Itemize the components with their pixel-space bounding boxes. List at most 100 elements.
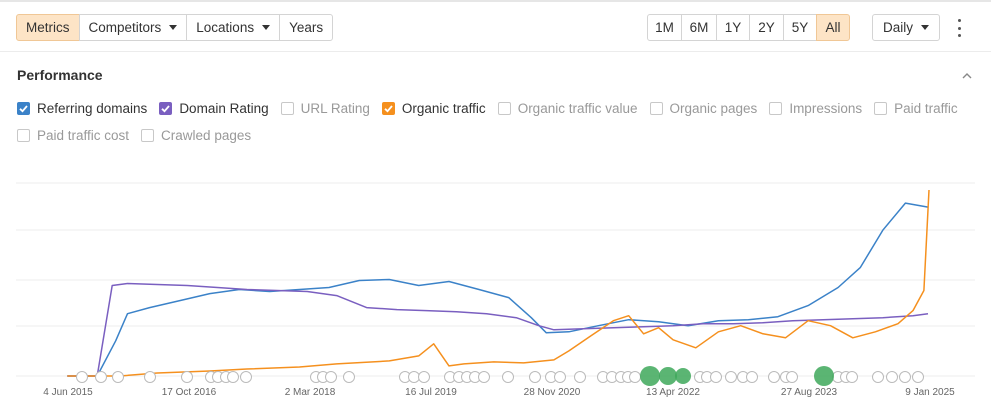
metric-label: Domain Rating: [179, 101, 269, 116]
tab-years[interactable]: Years: [279, 14, 334, 41]
metric-checkbox-impressions[interactable]: Impressions: [769, 101, 862, 116]
granularity-label: Daily: [883, 20, 914, 35]
granularity-dropdown[interactable]: Daily: [872, 14, 941, 41]
section-title: Performance: [17, 67, 103, 83]
series-line-organic-traffic: [67, 189, 930, 377]
x-tick-label: 9 Jan 2025: [905, 387, 955, 398]
chevron-down-icon: [921, 25, 930, 30]
x-tick-label: 17 Oct 2016: [162, 387, 217, 398]
checkbox-empty-icon: [280, 102, 294, 115]
event-marker-icon[interactable]: [502, 371, 514, 383]
event-marker-icon[interactable]: [325, 371, 337, 383]
event-marker-icon[interactable]: [574, 371, 586, 383]
event-marker-icon[interactable]: [768, 371, 780, 383]
metrics-row-2: Paid traffic cost Crawled pages: [17, 128, 263, 143]
view-tabs: Metrics Competitors Locations Years: [16, 14, 334, 42]
metric-checkbox-referring-domains[interactable]: Referring domains: [17, 101, 147, 116]
major-event-marker-icon[interactable]: [640, 366, 660, 386]
major-event-marker-icon[interactable]: [814, 366, 834, 386]
event-marker-icon[interactable]: [629, 371, 641, 383]
event-marker-icon[interactable]: [112, 371, 124, 383]
metric-label: Impressions: [789, 101, 863, 116]
metric-checkbox-organic-traffic-value[interactable]: Organic traffic value: [497, 101, 638, 116]
metric-checkbox-domain-rating[interactable]: Domain Rating: [159, 101, 269, 116]
event-marker-icon[interactable]: [418, 371, 430, 383]
event-marker-icon[interactable]: [343, 371, 355, 383]
checkbox-checked-icon: [17, 102, 30, 115]
event-marker-icon[interactable]: [786, 371, 798, 383]
checkbox-empty-icon: [17, 129, 30, 142]
x-tick-label: 16 Jul 2019: [405, 387, 457, 398]
range-1m-button[interactable]: 1M: [647, 14, 682, 41]
metric-checkbox-paid-traffic-cost[interactable]: Paid traffic cost: [17, 128, 129, 143]
event-marker-icon[interactable]: [899, 371, 911, 383]
event-marker-icon[interactable]: [240, 371, 252, 383]
event-marker-icon[interactable]: [408, 371, 420, 383]
x-tick-label: 13 Apr 2022: [646, 387, 700, 398]
metric-label: Organic pages: [669, 101, 758, 116]
event-marker-icon[interactable]: [746, 371, 758, 383]
kebab-vertical-icon[interactable]: [956, 19, 962, 37]
metric-label: Crawled pages: [161, 128, 252, 143]
checkbox-empty-icon: [141, 129, 155, 142]
range-selector: 1M 6M 1Y 2Y 5Y All: [647, 14, 850, 41]
series-line-referring-domains: [67, 202, 929, 377]
range-all-button[interactable]: All: [816, 14, 850, 41]
event-marker-icon[interactable]: [872, 371, 884, 383]
event-marker-icon[interactable]: [886, 371, 898, 383]
x-tick-label: 27 Aug 2023: [781, 387, 838, 398]
metric-label: Organic traffic value: [517, 101, 638, 116]
checkbox-empty-icon: [769, 102, 783, 115]
top-border: [0, 0, 991, 2]
checkbox-empty-icon: [874, 102, 888, 115]
series-line-domain-rating: [67, 282, 929, 377]
tab-label: Metrics: [26, 20, 70, 35]
metric-checkbox-crawled-pages[interactable]: Crawled pages: [141, 128, 251, 143]
range-1y-button[interactable]: 1Y: [716, 14, 750, 41]
event-marker-icon[interactable]: [529, 371, 541, 383]
metric-label: URL Rating: [300, 101, 370, 116]
x-tick-label: 28 Nov 2020: [524, 387, 581, 398]
x-tick-label: 2 Mar 2018: [285, 387, 336, 398]
checkbox-checked-icon: [381, 102, 395, 115]
tab-metrics[interactable]: Metrics: [16, 14, 80, 41]
checkbox-checked-icon: [159, 102, 173, 115]
tab-locations[interactable]: Locations: [186, 14, 281, 41]
range-6m-button[interactable]: 6M: [681, 14, 717, 41]
metric-checkbox-paid-traffic[interactable]: Paid traffic: [874, 101, 958, 116]
metric-label: Paid traffic cost: [37, 128, 130, 143]
tab-label: Competitors: [88, 20, 162, 35]
chevron-down-icon: [169, 25, 178, 30]
major-event-marker-icon[interactable]: [675, 368, 691, 384]
event-marker-icon[interactable]: [227, 371, 239, 383]
granularity-selector: Daily: [872, 14, 941, 41]
metric-checkbox-organic-pages[interactable]: Organic pages: [649, 101, 758, 116]
metrics-row-1: Referring domains Domain Rating URL Rating…: [17, 101, 970, 116]
x-tick-label: 4 Jun 2015: [43, 387, 93, 398]
chevron-up-icon[interactable]: [962, 71, 972, 81]
performance-chart[interactable]: 4 Jun 2015 17 Oct 2016 2 Mar 2018 16 Jul 20…: [0, 150, 991, 406]
event-marker-icon[interactable]: [478, 371, 490, 383]
metric-checkbox-organic-traffic[interactable]: Organic traffic: [381, 101, 486, 116]
event-marker-icon[interactable]: [144, 371, 156, 383]
metric-label: Paid traffic: [894, 101, 958, 116]
major-event-marker-icon[interactable]: [659, 367, 677, 385]
range-5y-button[interactable]: 5Y: [783, 14, 817, 41]
range-2y-button[interactable]: 2Y: [749, 14, 784, 41]
event-marker-icon[interactable]: [181, 371, 193, 383]
tab-label: Years: [289, 20, 324, 35]
metric-label: Organic traffic: [401, 101, 486, 116]
toolbar-divider: [0, 51, 991, 52]
event-marker-icon[interactable]: [846, 371, 858, 383]
event-marker-icon[interactable]: [554, 371, 566, 383]
event-marker-icon[interactable]: [76, 371, 88, 383]
tab-label: Locations: [196, 20, 255, 35]
metric-label: Referring domains: [37, 101, 148, 116]
tab-competitors[interactable]: Competitors: [78, 14, 188, 41]
event-marker-icon[interactable]: [912, 371, 924, 383]
metric-checkbox-url-rating[interactable]: URL Rating: [280, 101, 370, 116]
event-marker-icon[interactable]: [95, 371, 107, 383]
event-marker-icon[interactable]: [710, 371, 722, 383]
event-marker-icon[interactable]: [725, 371, 737, 383]
checkbox-empty-icon: [649, 102, 663, 115]
